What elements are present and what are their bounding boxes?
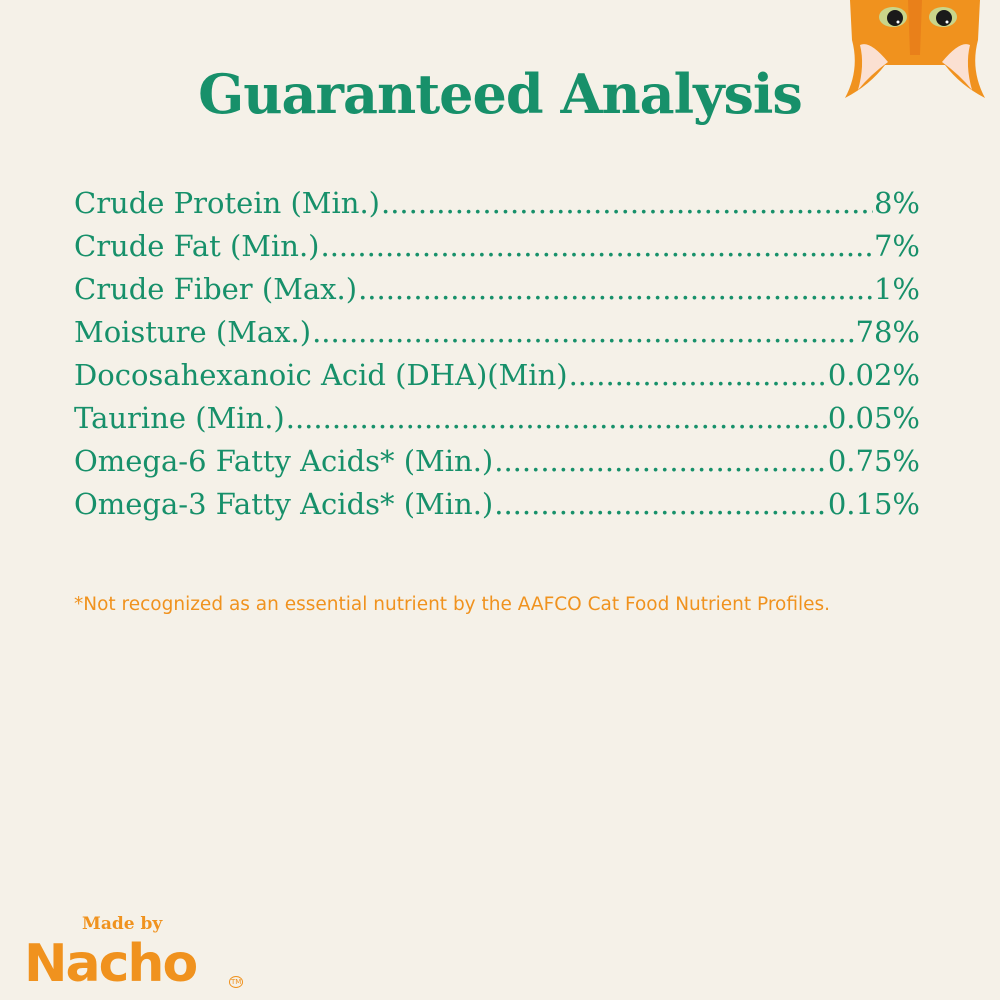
dot-leader	[494, 487, 827, 521]
dot-leader	[320, 229, 873, 263]
row-value: 0.02%	[827, 358, 920, 392]
row-label: Crude Fat (Min.)	[74, 229, 320, 263]
analysis-row: Crude Fat (Min.) 7%	[74, 229, 920, 272]
row-value: 78%	[855, 315, 920, 349]
row-label: Docosahexanoic Acid (DHA)(Min)	[74, 358, 568, 392]
row-label: Taurine (Min.)	[74, 401, 285, 435]
row-value: 0.75%	[827, 444, 920, 478]
dot-leader	[312, 315, 854, 349]
analysis-row: Moisture (Max.) 78%	[74, 315, 920, 358]
cat-face-icon	[845, 0, 985, 98]
row-label: Omega-3 Fatty Acids* (Min.)	[74, 487, 494, 521]
row-value: 0.05%	[827, 401, 920, 435]
row-value: 7%	[873, 229, 920, 263]
row-value: 8%	[873, 186, 920, 220]
footnote: *Not recognized as an essential nutrient…	[74, 594, 831, 615]
dot-leader	[569, 358, 827, 392]
dot-leader	[381, 186, 873, 220]
row-label: Moisture (Max.)	[74, 315, 312, 349]
made-by-text: Made by	[82, 914, 163, 934]
row-label: Crude Fiber (Max.)	[74, 272, 358, 306]
row-label: Crude Protein (Min.)	[74, 186, 380, 220]
page-title: Guaranteed Analysis	[198, 62, 803, 126]
trademark-mark: TM	[229, 976, 244, 988]
analysis-row: Crude Protein (Min.) 8%	[74, 186, 920, 229]
row-value: 1%	[873, 272, 920, 306]
row-value: 0.15%	[827, 487, 920, 521]
dot-leader	[286, 401, 827, 435]
analysis-row: Omega-3 Fatty Acids* (Min.) 0.15%	[74, 487, 920, 530]
analysis-row: Omega-6 Fatty Acids* (Min.) 0.75%	[74, 444, 920, 487]
row-label: Omega-6 Fatty Acids* (Min.)	[74, 444, 494, 478]
dot-leader	[494, 444, 827, 478]
analysis-list: Crude Protein (Min.) 8% Crude Fat (Min.) 7…	[74, 186, 920, 530]
brand-name: Nacho	[24, 934, 198, 994]
analysis-row: Taurine (Min.) 0.05%	[74, 401, 920, 444]
analysis-row: Docosahexanoic Acid (DHA)(Min) 0.02%	[74, 358, 920, 401]
dot-leader	[358, 272, 873, 306]
analysis-row: Crude Fiber (Max.) 1%	[74, 272, 920, 315]
